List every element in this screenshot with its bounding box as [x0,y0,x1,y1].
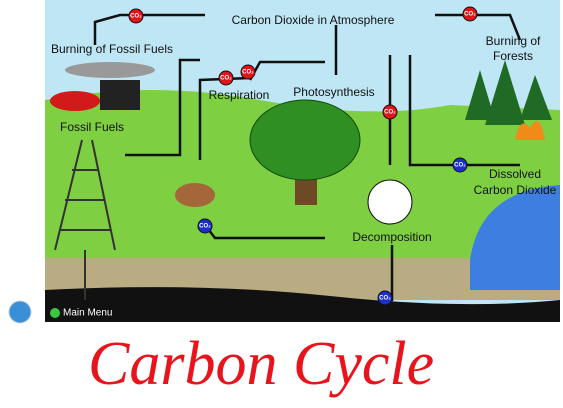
label: Respiration [209,88,270,102]
co2-label: CO₂ [384,110,396,116]
label: Photosynthesis [293,85,374,99]
co2-label: CO₂ [130,14,142,20]
label: Carbon Dioxide in Atmosphere [232,13,395,27]
globe-icon[interactable] [9,301,31,323]
co2-label: CO₂ [454,163,466,169]
co2-label: CO₂ [379,296,391,302]
label: Forests [493,49,533,63]
car [50,91,100,111]
squirrel [175,183,215,207]
tree-crown [250,100,360,180]
label: Burning of Fossil Fuels [51,42,173,56]
handwritten-title: Carbon Cycle [88,330,434,398]
label: Burning of [486,34,541,48]
decomposer-icon [368,180,412,224]
label: Decomposition [352,230,431,244]
label: Carbon Dioxide [474,183,557,197]
co2-label: CO₂ [199,224,211,230]
factory [100,80,140,110]
co2-label: CO₂ [220,76,232,82]
label: Fossil Fuels [60,120,124,134]
main-menu[interactable]: Main Menu [63,308,112,319]
co2-label: CO₂ [242,70,254,76]
label: Dissolved [489,167,541,181]
co2-label: CO₂ [464,12,476,18]
smoke [65,62,155,78]
page: CO₂ CO₂ CO₂ CO₂ CO₂ CO₂ CO₂ CO₂ Carbon Dioxide … [0,0,563,403]
menu-icon[interactable] [50,308,60,318]
